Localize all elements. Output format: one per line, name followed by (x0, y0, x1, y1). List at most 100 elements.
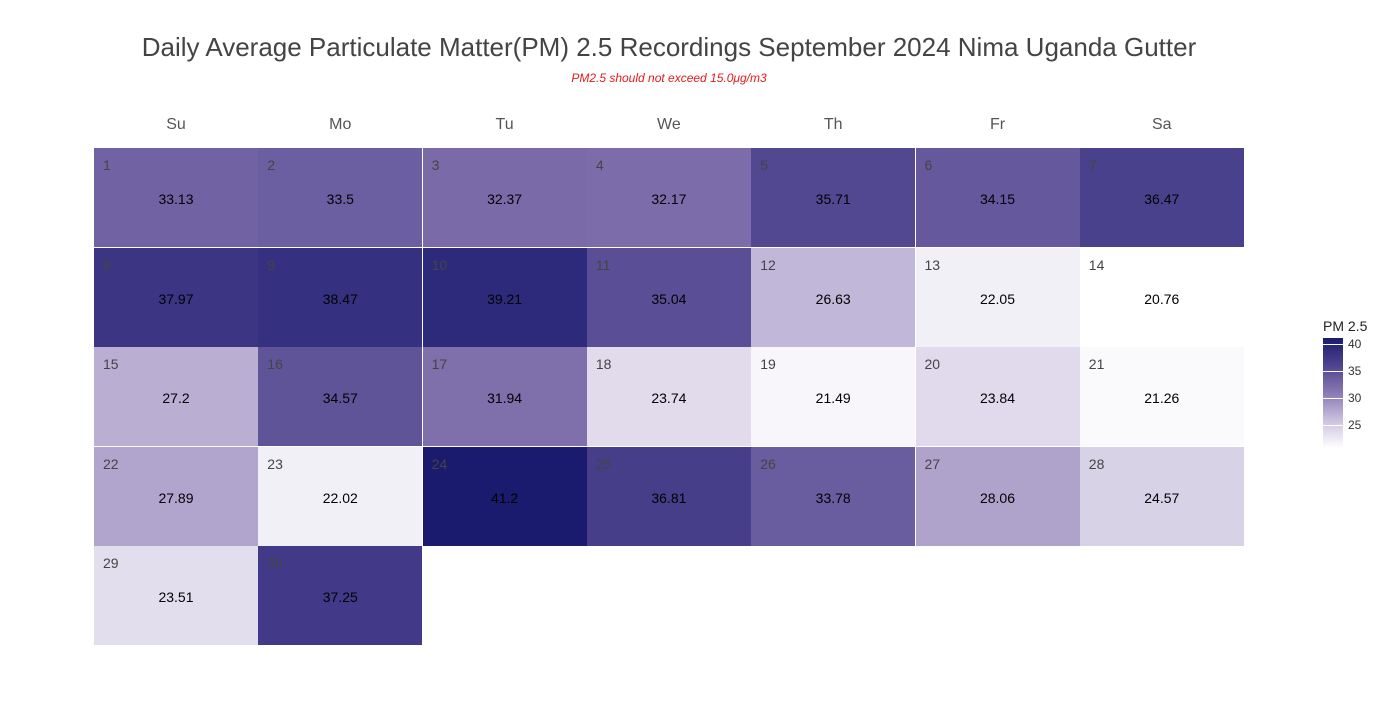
day-cell: 8 37.97 (94, 247, 258, 347)
day-cell: 19 21.49 (751, 347, 916, 447)
day-cell: 22 27.89 (94, 446, 258, 546)
legend-colorbar (1323, 338, 1343, 448)
day-cell: 6 34.15 (915, 148, 1080, 247)
day-number: 22 (103, 455, 119, 472)
day-value: 36.81 (651, 489, 687, 506)
weekday-header: We (657, 116, 681, 133)
day-cell: 23 22.02 (258, 446, 423, 546)
day-cell: 30 37.25 (258, 546, 423, 646)
day-cell: 9 38.47 (258, 247, 423, 347)
day-value: 32.37 (487, 191, 523, 207)
day-number: 2 (267, 157, 276, 173)
weekday-header: Tu (495, 116, 514, 133)
legend-tick-label: 25 (1348, 418, 1362, 433)
legend-tick-label: 35 (1348, 364, 1362, 379)
day-value: 23.74 (651, 390, 687, 407)
weekday-header: Th (823, 116, 843, 133)
day-number: 13 (924, 256, 941, 273)
day-value: 38.47 (322, 290, 358, 307)
day-number: 17 (431, 356, 448, 373)
day-number: 27 (924, 455, 941, 472)
day-value: 35.04 (651, 290, 687, 307)
day-number: 15 (103, 356, 119, 373)
day-cell: 29 23.51 (94, 546, 258, 646)
day-value: 23.51 (158, 589, 194, 606)
day-value: 35.71 (815, 191, 851, 207)
day-value: 22.05 (979, 290, 1016, 307)
day-value: 24.57 (1144, 489, 1180, 506)
day-cell: 12 26.63 (751, 247, 916, 347)
day-number: 30 (267, 555, 283, 572)
day-value: 41.2 (490, 489, 519, 506)
day-value: 31.94 (487, 390, 523, 407)
day-number: 9 (267, 256, 276, 273)
day-value: 21.26 (1144, 390, 1180, 407)
day-number: 3 (431, 157, 440, 173)
day-value: 36.47 (1144, 191, 1180, 207)
day-cell: 14 20.76 (1079, 247, 1244, 347)
day-number: 1 (103, 157, 111, 173)
day-cell: 18 23.74 (586, 347, 751, 447)
legend-tick-label: 40 (1348, 337, 1362, 352)
day-number: 19 (760, 356, 776, 373)
day-cell: 15 27.2 (94, 347, 258, 447)
legend-tick (1323, 344, 1343, 346)
day-number: 24 (431, 455, 448, 472)
color-legend: PM 2.5 40 35 30 25 (1321, 316, 1381, 466)
day-value: 39.21 (487, 290, 523, 307)
day-value: 26.63 (815, 290, 851, 307)
day-value: 28.06 (979, 489, 1016, 506)
day-number: 10 (431, 256, 448, 273)
day-cell: 3 32.37 (422, 148, 587, 247)
day-value: 37.97 (158, 290, 194, 307)
chart-title: Daily Average Particulate Matter(PM) 2.5… (141, 32, 1197, 62)
day-cell: 10 39.21 (422, 247, 587, 347)
day-cell: 16 34.57 (258, 347, 423, 447)
day-value: 20.76 (1144, 290, 1180, 307)
day-value: 33.78 (815, 489, 851, 506)
legend-tick (1323, 425, 1343, 427)
day-cell: 24 41.2 (422, 446, 587, 546)
day-cell: 20 23.84 (915, 347, 1080, 447)
day-cell: 13 22.05 (915, 247, 1080, 347)
day-number: 21 (1088, 356, 1105, 373)
day-cell: 25 36.81 (586, 446, 751, 546)
day-number: 26 (760, 455, 776, 472)
day-number: 16 (267, 356, 283, 373)
day-number: 12 (760, 256, 776, 273)
day-cell: 21 21.26 (1079, 347, 1244, 447)
day-number: 6 (924, 157, 933, 173)
day-number: 25 (595, 455, 612, 472)
day-number: 28 (1088, 455, 1105, 472)
day-value: 37.25 (322, 589, 358, 606)
day-cell: 7 36.47 (1079, 148, 1244, 247)
calendar-heatmap: Su Mo Tu We Th Fr Sa 1 33.13 2 33.5 3 32.37 4 32.17 5 35… (94, 108, 1244, 646)
day-number: 29 (103, 555, 119, 572)
day-number: 8 (103, 256, 111, 273)
day-cell: 11 35.04 (586, 247, 751, 347)
day-number: 7 (1088, 157, 1097, 173)
day-value: 32.17 (651, 191, 687, 207)
day-cell: 17 31.94 (422, 347, 587, 447)
day-number: 18 (595, 356, 612, 373)
day-cell: 28 24.57 (1079, 446, 1244, 546)
weekday-header: Mo (329, 116, 352, 133)
day-number: 11 (595, 256, 611, 273)
legend-title: PM 2.5 (1323, 318, 1368, 334)
day-cell: 27 28.06 (915, 446, 1080, 546)
day-number: 5 (760, 157, 768, 173)
day-value: 27.2 (162, 390, 190, 407)
day-value: 33.5 (326, 191, 354, 207)
weekday-header: Fr (989, 116, 1006, 133)
day-value: 33.13 (158, 191, 194, 207)
day-number: 23 (267, 455, 283, 472)
day-value: 21.49 (815, 390, 851, 407)
legend-tick-label: 30 (1348, 391, 1362, 406)
day-number: 4 (595, 157, 604, 173)
day-number: 14 (1088, 256, 1105, 273)
legend-tick (1323, 398, 1343, 400)
day-value: 34.15 (979, 191, 1016, 207)
day-value: 27.89 (158, 489, 194, 506)
weekday-header: Su (166, 116, 186, 133)
day-cell: 4 32.17 (586, 148, 751, 247)
